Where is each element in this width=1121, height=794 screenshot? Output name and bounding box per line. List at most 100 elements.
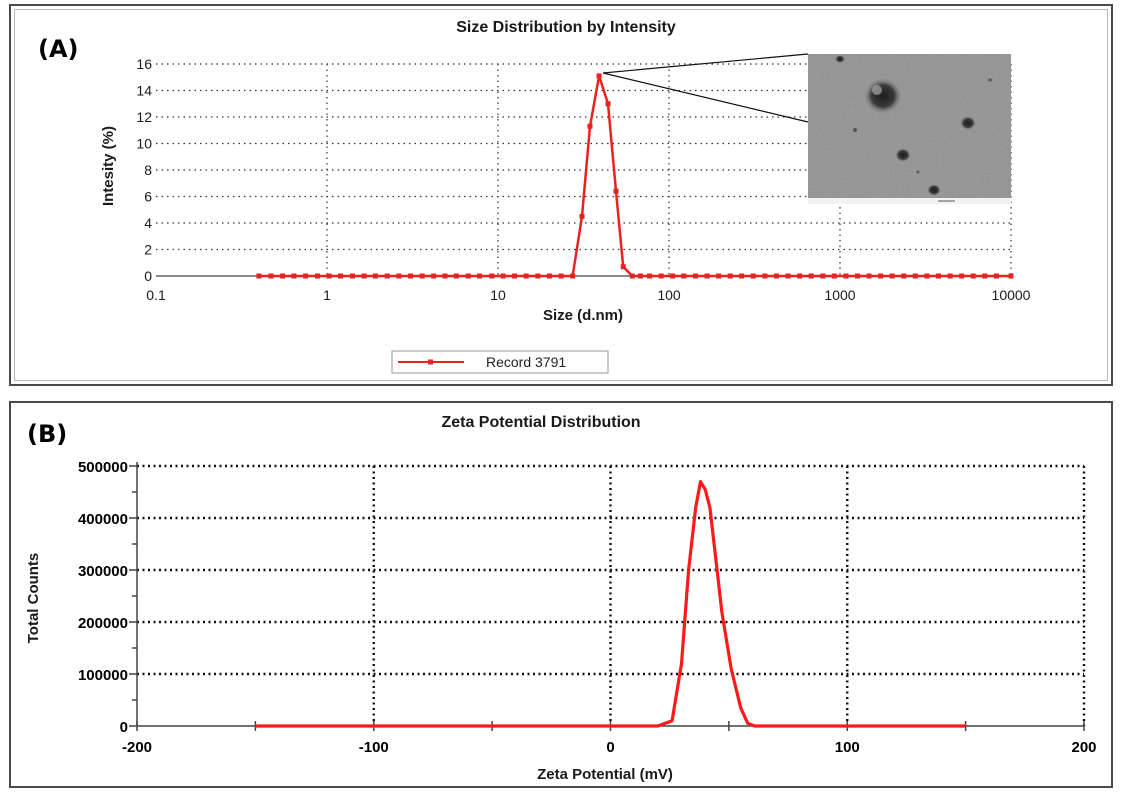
size-data-point [959, 273, 965, 279]
size-data-point [477, 273, 483, 279]
size-data-point [350, 273, 356, 279]
size-data-point [546, 273, 552, 279]
size-data-point [693, 273, 699, 279]
size-data-point [889, 273, 895, 279]
size-data-point [570, 273, 576, 279]
size-data-point [785, 273, 791, 279]
inset-pointer-line-top [602, 53, 809, 74]
size-data-point [843, 273, 849, 279]
size-data-point [338, 273, 344, 279]
legend-marker [428, 359, 433, 365]
size-data-point [762, 273, 768, 279]
size-data-point [268, 273, 274, 279]
size-data-point [670, 273, 676, 279]
size-data-point [637, 273, 643, 279]
size-series-record [256, 73, 1014, 279]
zeta-x-tick-label: 100 [835, 739, 860, 756]
zeta-grid [137, 464, 1086, 726]
legend-label: Record 3791 [486, 354, 566, 370]
size-data-point [535, 273, 541, 279]
size-plot-frame [14, 9, 1108, 381]
size-data-point [396, 273, 402, 279]
size-y-tick-labels: 0 2 4 6 8 10 12 14 16 [136, 56, 152, 284]
size-data-point [419, 273, 425, 279]
size-data-point [855, 273, 861, 279]
size-data-point [750, 273, 756, 279]
size-data-point [901, 273, 907, 279]
zeta-series [255, 480, 966, 728]
size-data-point [970, 273, 976, 279]
zeta-y-tick-label: 200000 [78, 615, 128, 632]
size-data-point [605, 101, 611, 107]
panel-b-label: (B) [27, 420, 67, 448]
size-data-point [442, 273, 448, 279]
zeta-y-tick-label: 100000 [78, 667, 128, 684]
size-data-point [489, 273, 495, 279]
size-data-point [947, 273, 953, 279]
zeta-y-tick-label: 400000 [78, 511, 128, 528]
size-data-point [587, 123, 593, 129]
size-x-tick-label: 1000 [824, 287, 855, 303]
size-x-tick-label: 10 [490, 287, 506, 303]
size-data-point [361, 273, 367, 279]
size-data-point [384, 273, 390, 279]
size-data-point [993, 273, 999, 279]
zeta-y-tick-label: 0 [120, 719, 128, 736]
size-y-tick-label: 16 [136, 56, 152, 72]
size-y-tick-label: 4 [144, 215, 152, 231]
zeta-y-tick-label: 500000 [78, 459, 128, 476]
size-data-point [326, 273, 332, 279]
zeta-y-tick-labels: 0 100000 200000 300000 400000 500000 [78, 459, 128, 736]
size-x-tick-label: 10000 [992, 287, 1031, 303]
inset-pointer-line-bottom [602, 72, 809, 123]
zeta-x-tick-label: 200 [1071, 739, 1096, 756]
size-data-point [280, 273, 286, 279]
zeta-series-line [255, 480, 966, 728]
zeta-x-tick-label: -100 [359, 739, 389, 756]
zeta-x-tick-label: -200 [122, 739, 152, 756]
size-data-point [982, 273, 988, 279]
size-data-point [924, 273, 930, 279]
size-data-point [408, 273, 414, 279]
zeta-x-tick-labels: -200 -100 0 100 200 [122, 739, 1097, 756]
size-x-tick-label: 100 [657, 287, 681, 303]
size-y-tick-label: 8 [144, 162, 152, 178]
size-data-point [808, 273, 814, 279]
panel-a-label: (A) [38, 35, 79, 63]
size-y-tick-label: 0 [144, 268, 152, 284]
size-data-point [739, 273, 745, 279]
size-data-point [256, 273, 262, 279]
size-data-point [315, 273, 321, 279]
size-legend: Record 3791 [391, 350, 609, 374]
zeta-axes [129, 462, 1085, 731]
size-data-point [303, 273, 309, 279]
size-data-point [866, 273, 872, 279]
size-data-point [658, 273, 664, 279]
size-data-point [716, 273, 722, 279]
size-data-point [512, 273, 518, 279]
size-x-tick-labels: 0.1 1 10 100 1000 10000 [146, 287, 1030, 303]
size-y-tick-label: 12 [136, 109, 152, 125]
size-data-point [558, 273, 564, 279]
size-data-point [291, 273, 297, 279]
size-data-point [1008, 273, 1014, 279]
size-data-point [523, 273, 529, 279]
tem-inset-image [808, 54, 1011, 204]
size-y-axis-title: Intesity (%) [100, 126, 117, 206]
size-data-point [912, 273, 918, 279]
size-y-tick-label: 6 [144, 189, 152, 205]
zeta-chart-title: Zeta Potential Distribution [441, 414, 640, 431]
size-data-point [613, 188, 619, 194]
size-chart-title: Size Distribution by Intensity [456, 19, 676, 36]
size-y-tick-label: 2 [144, 242, 152, 258]
size-data-point [372, 273, 378, 279]
size-data-point [629, 273, 635, 279]
size-data-point [935, 273, 941, 279]
size-data-point [878, 273, 884, 279]
size-y-tick-label: 14 [136, 83, 152, 99]
zeta-x-axis-title: Zeta Potential (mV) [537, 766, 673, 783]
zeta-y-axis-title: Total Counts [25, 553, 42, 644]
size-y-tick-label: 10 [136, 136, 152, 152]
size-data-point [579, 213, 585, 219]
size-data-point [797, 273, 803, 279]
